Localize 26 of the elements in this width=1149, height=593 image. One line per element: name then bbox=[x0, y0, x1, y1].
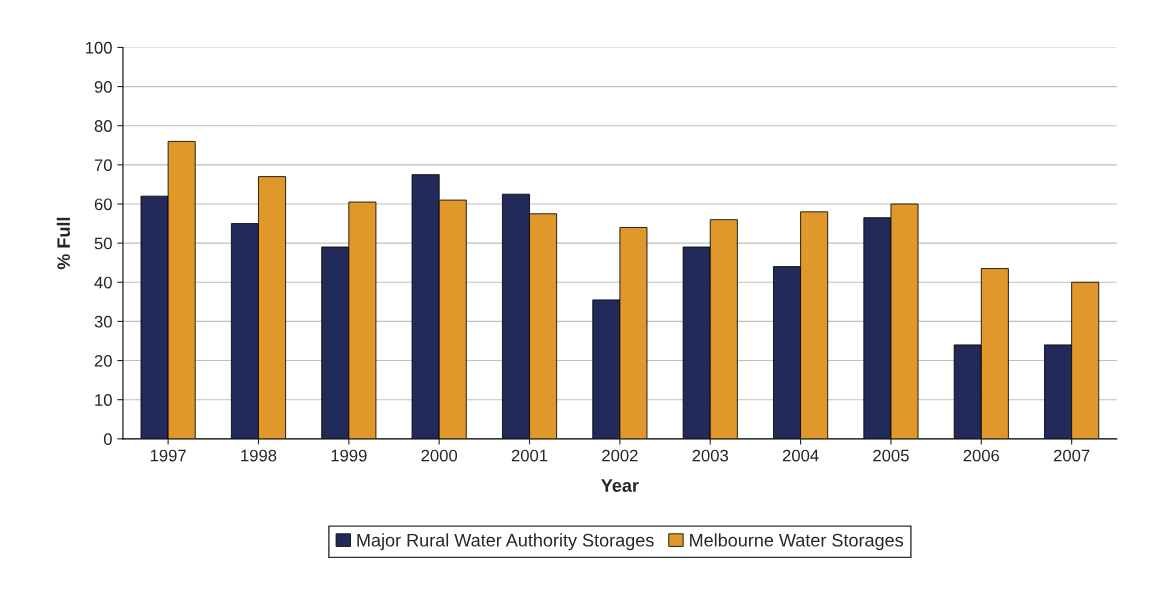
y-tick-label: 10 bbox=[95, 394, 112, 406]
y-tick-label: 90 bbox=[94, 80, 112, 93]
y-tick-label: 20 bbox=[94, 354, 112, 367]
x-axis-title: Year bbox=[601, 479, 639, 492]
y-tick-label: 30 bbox=[94, 315, 112, 328]
x-tick-label: 2000 bbox=[421, 449, 458, 462]
y-tick-label: 40 bbox=[94, 276, 112, 289]
y-tick-label: 70 bbox=[94, 159, 112, 172]
x-tick-label: 2002 bbox=[602, 449, 638, 462]
x-tick-label: 2004 bbox=[782, 449, 819, 462]
y-tick-label: 0 bbox=[103, 433, 112, 446]
x-tick-label: 1999 bbox=[331, 449, 367, 462]
x-tick-label: 2003 bbox=[692, 449, 729, 462]
x-tick-label: 2007 bbox=[1053, 449, 1090, 462]
y-tick-label: 100 bbox=[85, 41, 112, 54]
legend-label: Major Rural Water Authority Storages bbox=[357, 533, 654, 551]
legend-label: Melbourne Water Storages bbox=[690, 533, 904, 551]
y-tick-label: 60 bbox=[94, 198, 112, 211]
x-tick-label: 1998 bbox=[241, 449, 277, 462]
y-tick-label: 50 bbox=[94, 237, 112, 250]
x-tick-label: 2001 bbox=[511, 449, 548, 462]
y-axis-title: % Full bbox=[56, 217, 71, 270]
x-tick-label: 1997 bbox=[150, 449, 186, 462]
x-tick-label: 2005 bbox=[873, 449, 909, 462]
y-tick-label: 80 bbox=[94, 120, 112, 132]
x-tick-label: 2006 bbox=[963, 449, 1000, 462]
